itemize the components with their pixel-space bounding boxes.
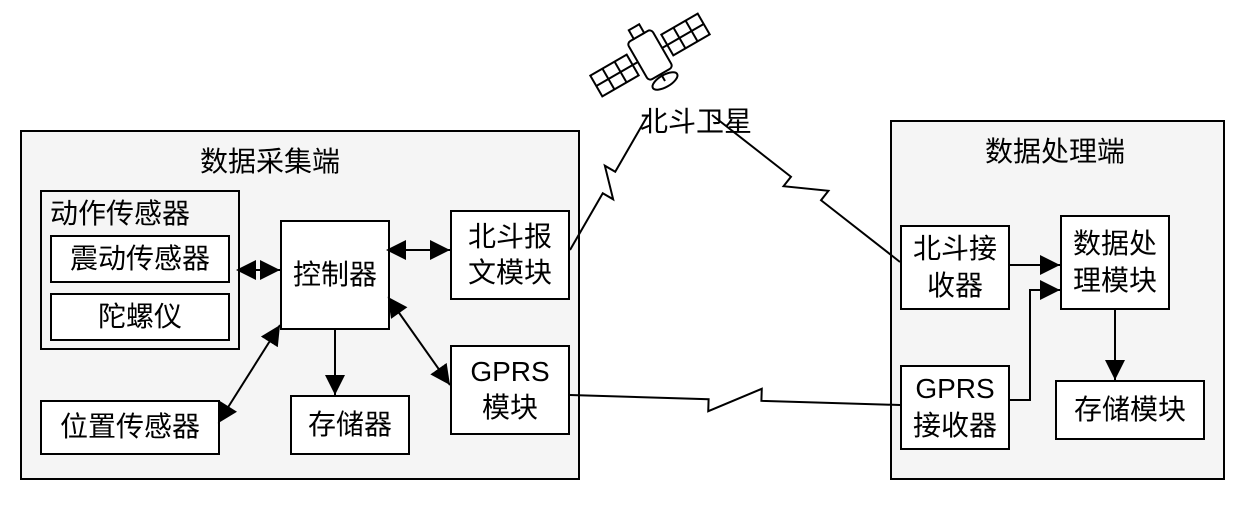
vibration-sensor-box: 震动传感器 [50, 235, 230, 283]
gyroscope-box: 陀螺仪 [50, 293, 230, 341]
motion-sensor-group-title: 动作传感器 [50, 196, 190, 232]
right-storage-box: 存储模块 [1055, 380, 1205, 440]
proc-module-label: 数据处 理模块 [1073, 226, 1157, 299]
controller-label: 控制器 [293, 257, 377, 293]
gprs-receiver-box: GPRS 接收器 [900, 365, 1010, 450]
right-panel-title: 数据处理端 [985, 130, 1125, 170]
position-sensor-box: 位置传感器 [40, 400, 220, 455]
beidou-module-label: 北斗报 文模块 [468, 219, 552, 292]
beidou-module-box: 北斗报 文模块 [450, 210, 570, 300]
vibration-sensor-label: 震动传感器 [70, 241, 210, 277]
left-panel-title: 数据采集端 [200, 140, 340, 180]
gprs-module-label: GPRS 模块 [470, 354, 549, 427]
beidou-receiver-box: 北斗接 收器 [900, 225, 1010, 310]
gprs-module-box: GPRS 模块 [450, 345, 570, 435]
diagram-root: 数据采集端 动作传感器 震动传感器 陀螺仪 位置传感器 控制器 存储器 北斗报 … [0, 0, 1240, 520]
position-sensor-label: 位置传感器 [60, 409, 200, 445]
left-storage-label: 存储器 [308, 407, 392, 443]
beidou-receiver-label: 北斗接 收器 [913, 231, 997, 304]
gyroscope-label: 陀螺仪 [98, 299, 182, 335]
gprs-receiver-label: GPRS 接收器 [913, 371, 997, 444]
controller-box: 控制器 [280, 220, 390, 330]
satellite-label: 北斗卫星 [640, 100, 752, 140]
right-storage-label: 存储模块 [1074, 392, 1186, 428]
proc-module-box: 数据处 理模块 [1060, 215, 1170, 310]
left-storage-box: 存储器 [290, 395, 410, 455]
